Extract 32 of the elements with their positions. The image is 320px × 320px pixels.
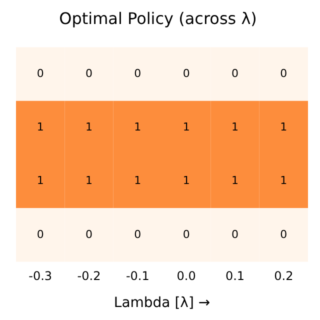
data-label: 0 <box>36 228 44 241</box>
data-label: 0 <box>86 66 92 80</box>
data-label: 1 <box>280 120 288 134</box>
data-label: 0 <box>280 228 288 241</box>
data-label: 1 <box>182 174 190 188</box>
data-label: 1 <box>134 120 142 134</box>
data-label: 1 <box>182 120 190 134</box>
chart-title: Optimal Policy (across λ) <box>59 8 257 28</box>
data-label: 1 <box>36 174 44 188</box>
data-label: 1 <box>134 174 142 188</box>
data-label: 1 <box>232 174 238 188</box>
data-label: 1 <box>232 120 238 134</box>
data-label: 1 <box>280 174 288 188</box>
data-label: 0 <box>134 228 142 241</box>
data-label: 0 <box>182 66 190 80</box>
data-label: 0 <box>182 228 190 241</box>
x-axis-title: Lambda [λ] → <box>114 295 210 312</box>
data-label: 0 <box>134 66 142 80</box>
data-label: 0 <box>86 228 92 241</box>
x-tick-label: 0.1 <box>225 269 245 284</box>
data-label: 1 <box>36 120 44 134</box>
data-label: 0 <box>36 66 44 80</box>
x-tick-label: -0.2 <box>77 269 101 284</box>
data-label: 1 <box>86 120 92 134</box>
x-tick-label: 0.2 <box>274 269 294 284</box>
data-label: 0 <box>232 66 238 80</box>
data-label: 0 <box>232 228 238 241</box>
x-tick-label: -0.3 <box>28 269 52 284</box>
data-label: 1 <box>86 174 92 188</box>
data-label: 0 <box>280 66 288 80</box>
x-tick-label: 0.0 <box>176 269 196 284</box>
x-tick-label: -0.1 <box>126 269 150 284</box>
